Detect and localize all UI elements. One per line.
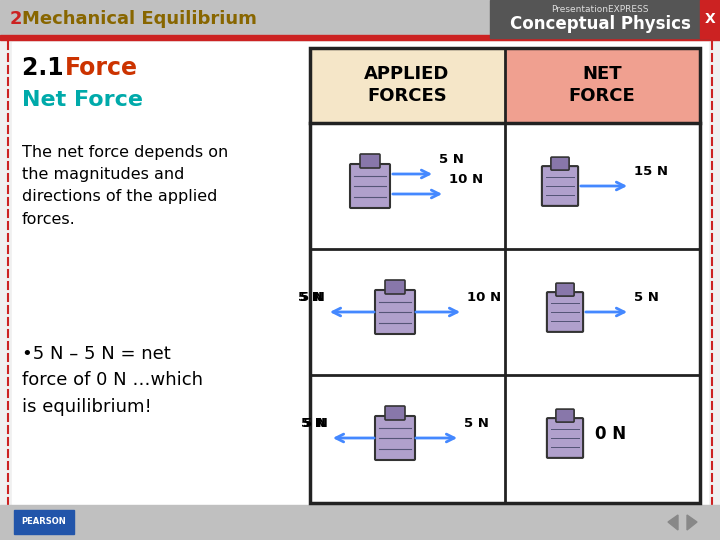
Bar (505, 249, 700, 375)
Text: Net Force: Net Force (22, 90, 143, 110)
Text: X: X (705, 12, 716, 26)
Text: 2.1: 2.1 (22, 56, 72, 80)
Bar (310, 375, 505, 501)
Text: Force: Force (65, 56, 138, 80)
Bar (14, 510, 74, 534)
FancyBboxPatch shape (547, 418, 583, 458)
Text: Conceptual Physics: Conceptual Physics (510, 15, 690, 33)
Text: 5 N: 5 N (301, 417, 326, 430)
FancyBboxPatch shape (556, 409, 574, 422)
FancyBboxPatch shape (542, 166, 578, 206)
Text: Mechanical Equilibrium: Mechanical Equilibrium (22, 10, 257, 28)
Bar (310, 123, 505, 249)
Text: 5 N: 5 N (303, 417, 328, 430)
Text: 10 N: 10 N (449, 173, 483, 186)
Text: NET
FORCE: NET FORCE (569, 65, 635, 105)
FancyBboxPatch shape (551, 157, 569, 170)
FancyBboxPatch shape (385, 280, 405, 294)
Bar (310, 249, 505, 375)
Text: 15 N: 15 N (634, 165, 668, 178)
FancyBboxPatch shape (360, 154, 380, 168)
Text: •5 N – 5 N = net
force of 0 N …which
is equilibrium!: •5 N – 5 N = net force of 0 N …which is … (22, 345, 203, 416)
Bar (0, 35, 720, 40)
Bar (505, 48, 700, 123)
Text: 10 N: 10 N (467, 291, 501, 304)
Text: 5 N: 5 N (464, 417, 489, 430)
FancyBboxPatch shape (350, 164, 390, 208)
Bar (700, 0, 720, 38)
Bar (12, 42, 708, 504)
FancyBboxPatch shape (547, 292, 583, 332)
Text: APPLIED
FORCES: APPLIED FORCES (364, 65, 450, 105)
Text: 0 N: 0 N (595, 425, 626, 443)
Polygon shape (668, 515, 678, 530)
Text: 5 N: 5 N (298, 291, 323, 304)
Bar (310, 48, 505, 123)
Text: 2: 2 (10, 10, 22, 28)
FancyBboxPatch shape (375, 290, 415, 334)
Bar (505, 123, 700, 249)
Bar (490, 0, 710, 38)
Text: PresentationEXPRESS: PresentationEXPRESS (552, 4, 649, 14)
Text: 5 N: 5 N (300, 291, 325, 304)
Polygon shape (687, 515, 697, 530)
Bar (505, 375, 700, 501)
Text: The net force depends on
the magnitudes and
directions of the applied
forces.: The net force depends on the magnitudes … (22, 145, 228, 227)
Text: 5 N: 5 N (439, 153, 464, 166)
FancyBboxPatch shape (385, 406, 405, 420)
Bar (0, 505, 720, 540)
Bar (310, 48, 700, 503)
Text: PEARSON: PEARSON (22, 517, 66, 526)
Bar (0, 0, 720, 38)
FancyBboxPatch shape (375, 416, 415, 460)
FancyBboxPatch shape (556, 283, 574, 296)
Text: 5 N: 5 N (634, 291, 659, 304)
